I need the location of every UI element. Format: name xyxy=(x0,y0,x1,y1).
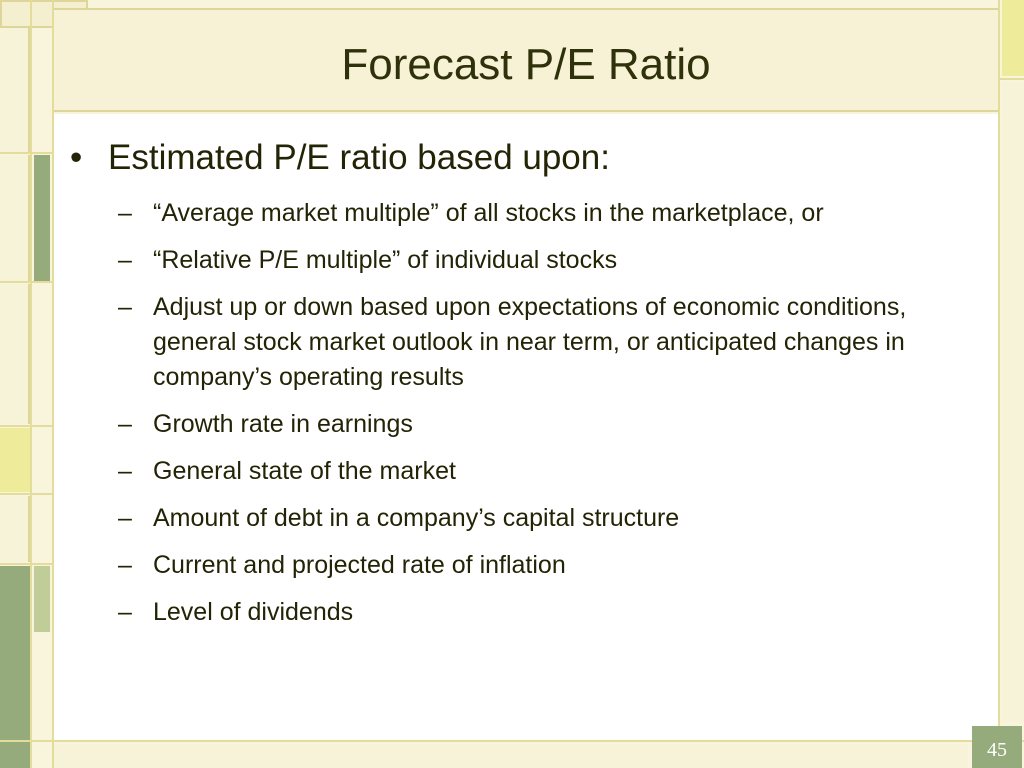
content-panel: • Estimated P/E ratio based upon: – “Ave… xyxy=(54,114,998,740)
decor-block xyxy=(0,496,30,562)
sub-bullet-text: Amount of debt in a company’s capital st… xyxy=(153,504,680,532)
decor-block xyxy=(34,155,50,281)
decor-line xyxy=(0,563,54,565)
decor-block xyxy=(1002,0,1024,76)
main-bullet: • Estimated P/E ratio based upon: xyxy=(70,138,610,178)
sub-bullet: – “Average market multiple” of all stock… xyxy=(118,196,978,231)
decor-line xyxy=(0,425,54,427)
dash-marker: – xyxy=(118,410,132,438)
sub-bullet-text: “Relative P/E multiple” of individual st… xyxy=(153,246,618,274)
decor-block xyxy=(0,28,30,152)
decor-block xyxy=(0,428,30,492)
decor-block xyxy=(1002,82,1024,722)
dash-marker: – xyxy=(118,598,132,626)
decor-line xyxy=(52,0,54,768)
decor-line xyxy=(0,152,54,154)
sub-bullet: – Level of dividends xyxy=(118,595,978,630)
sub-bullet: – “Relative P/E multiple” of individual … xyxy=(118,243,978,278)
dash-marker: – xyxy=(118,504,132,532)
decor-line xyxy=(998,0,1000,768)
sub-bullet-list: – “Average market multiple” of all stock… xyxy=(118,196,978,642)
sub-bullet-text: Adjust up or down based upon expectation… xyxy=(153,293,907,391)
page-number: 45 xyxy=(972,726,1022,768)
sub-bullet: – Current and projected rate of inflatio… xyxy=(118,548,978,583)
decor-line xyxy=(0,493,54,495)
decor-line xyxy=(0,740,1024,742)
sub-bullet: – General state of the market xyxy=(118,454,978,489)
dash-marker: – xyxy=(118,199,132,227)
sub-bullet-text: Current and projected rate of inflation xyxy=(153,551,566,579)
sub-bullet: – Adjust up or down based upon expectati… xyxy=(118,290,978,395)
decor-block xyxy=(34,566,50,632)
decor-block xyxy=(54,744,968,768)
decor-block xyxy=(0,284,30,424)
sub-bullet: – Amount of debt in a company’s capital … xyxy=(118,501,978,536)
main-bullet-text: Estimated P/E ratio based upon: xyxy=(108,138,610,177)
sub-bullet: – Growth rate in earnings xyxy=(118,407,978,442)
dash-marker: – xyxy=(118,457,132,485)
bullet-marker: • xyxy=(70,138,83,177)
dash-marker: – xyxy=(118,551,132,579)
decor-block xyxy=(0,155,30,281)
sub-bullet-text: Level of dividends xyxy=(153,598,354,626)
slide-title: Forecast P/E Ratio xyxy=(341,40,711,89)
title-bar: Forecast P/E Ratio xyxy=(54,8,998,112)
sub-bullet-text: General state of the market xyxy=(153,457,456,485)
sub-bullet-text: Growth rate in earnings xyxy=(153,410,413,438)
dash-marker: – xyxy=(118,246,132,274)
decor-line xyxy=(1000,78,1024,80)
decor-line xyxy=(30,0,32,768)
decor-block xyxy=(0,566,30,768)
dash-marker: – xyxy=(118,293,132,321)
decor-line xyxy=(0,281,54,283)
sub-bullet-text: “Average market multiple” of all stocks … xyxy=(153,199,824,227)
